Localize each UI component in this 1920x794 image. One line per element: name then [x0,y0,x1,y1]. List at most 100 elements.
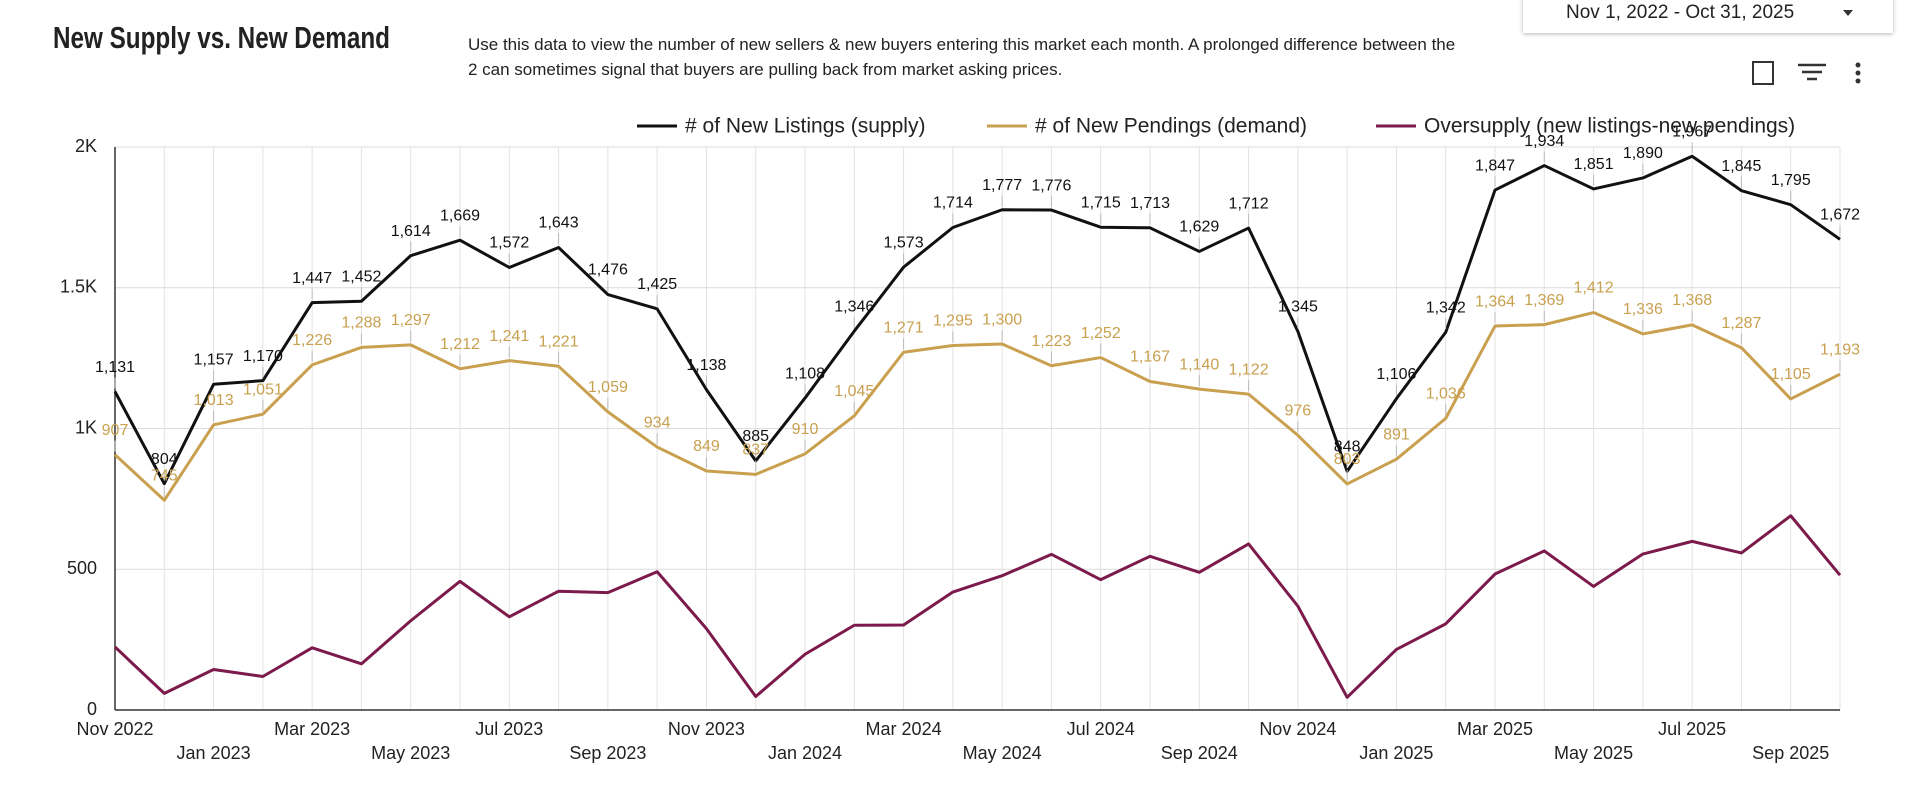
y-tick-label: 500 [67,558,97,578]
chart-title: New Supply vs. New Demand [53,20,390,55]
y-tick-label: 0 [87,699,97,719]
data-label: 1,108 [785,365,825,382]
x-tick-label: Nov 2022 [76,719,153,739]
data-label: 1,934 [1524,133,1564,150]
data-label: 1,223 [1031,333,1071,350]
data-label: 1,252 [1081,325,1121,342]
data-label: 1,226 [292,332,332,349]
data-label: 891 [1383,426,1410,443]
chart-icon[interactable] [1752,61,1774,85]
data-label: 803 [1334,451,1361,468]
legend-label: Oversupply (new listings-new pendings) [1424,115,1795,138]
data-label: 1,013 [194,392,234,409]
x-tick-label: Mar 2023 [274,719,350,739]
data-label: 1,447 [292,270,332,287]
x-tick-label: May 2023 [371,743,450,763]
x-tick-label: Nov 2024 [1259,719,1336,739]
legend-label: # of New Listings (supply) [685,115,925,138]
date-range-picker[interactable]: Nov 1, 2022 - Oct 31, 2025 [1523,0,1893,33]
data-label: 885 [742,428,769,445]
data-label: 1,369 [1524,292,1564,309]
date-range: Nov 1, 2022 - Oct 31, 2025 [1566,2,1795,23]
data-label: 1,573 [884,234,924,251]
x-tick-label: Mar 2025 [1457,719,1533,739]
x-tick-label: Jan 2024 [768,743,842,763]
data-label: 1,777 [982,177,1022,194]
menu-icon[interactable] [1855,62,1861,68]
x-tick-label: Sep 2023 [569,743,646,763]
data-label: 848 [1334,439,1361,456]
menu-icon [1855,78,1861,84]
data-label: 1,795 [1771,172,1811,189]
data-label: 976 [1285,402,1312,419]
data-label: 1,368 [1672,292,1712,309]
data-label: 1,271 [884,319,924,336]
y-tick-label: 1K [75,417,97,437]
data-label: 1,572 [489,235,529,252]
x-tick-label: Mar 2024 [866,719,942,739]
data-label: 1,715 [1081,194,1121,211]
data-label: 1,241 [489,328,529,345]
data-label: 1,045 [834,383,874,400]
series-line [113,514,1842,699]
x-tick-label: Sep 2024 [1161,743,1238,763]
data-label: 1,967 [1672,124,1712,141]
data-label: 1,712 [1229,195,1269,212]
data-label: 1,193 [1820,341,1860,358]
x-tick-label: Jul 2024 [1067,719,1135,739]
y-tick-label: 2K [75,136,97,156]
menu-icon [1855,70,1861,76]
toolbar-icons[interactable] [1752,61,1861,85]
data-label: 804 [151,451,178,468]
data-label: 1,629 [1179,219,1219,236]
data-label: 1,345 [1278,299,1318,316]
data-label: 1,845 [1721,158,1761,175]
x-tick-label: Jul 2025 [1658,719,1726,739]
data-label: 849 [693,438,720,455]
data-label: 934 [644,414,671,431]
data-label: 1,105 [1771,366,1811,383]
data-label: 1,138 [686,357,726,374]
x-tick-label: Jan 2025 [1359,743,1433,763]
data-label: 907 [102,422,129,439]
data-label: 1,295 [933,313,973,330]
data-label: 1,131 [95,359,135,376]
data-label: 1,106 [1376,366,1416,383]
x-tick-label: May 2025 [1554,743,1633,763]
data-label: 1,140 [1179,356,1219,373]
data-label: 1,669 [440,207,480,224]
data-label: 1,452 [341,268,381,285]
data-label: 1,364 [1475,293,1515,310]
legend-label: # of New Pendings (demand) [1035,115,1307,138]
y-tick-label: 1.5K [60,277,97,297]
series-line [113,311,1841,502]
x-tick-label: Nov 2023 [668,719,745,739]
x-tick-label: Jul 2023 [475,719,543,739]
data-label: 1,672 [1820,207,1860,224]
data-label: 837 [742,442,769,459]
data-label: 1,412 [1574,280,1614,297]
data-label: 1,614 [391,223,431,240]
data-label: 1,297 [391,312,431,329]
data-label: 1,890 [1623,145,1663,162]
data-label: 1,346 [834,298,874,315]
data-label: 1,851 [1574,156,1614,173]
x-tick-label: May 2024 [963,743,1042,763]
data-label: 1,643 [539,215,579,232]
data-label: 1,288 [341,315,381,332]
data-label: 1,212 [440,336,480,353]
series-line [113,154,1841,486]
data-label: 1,157 [194,352,234,369]
data-label: 1,036 [1426,386,1466,403]
data-label: 1,221 [539,334,579,351]
data-label: 745 [151,468,178,485]
data-label: 1,476 [588,262,628,279]
data-label: 1,287 [1721,315,1761,332]
data-label: 1,336 [1623,301,1663,318]
data-label: 1,425 [637,276,677,293]
description: Use this data to view the number of new … [468,35,1456,79]
data-label: 1,342 [1426,299,1466,316]
x-tick-label: Sep 2025 [1752,743,1829,763]
